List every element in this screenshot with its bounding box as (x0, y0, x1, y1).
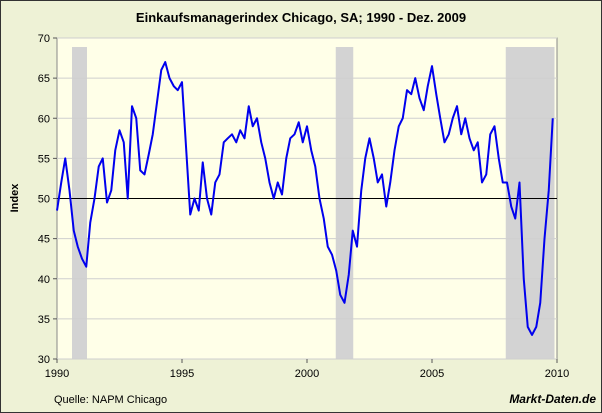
recession-band (505, 47, 555, 359)
x-tick-label: 2000 (295, 368, 319, 380)
y-tick-label: 70 (38, 33, 50, 45)
y-tick-label: 65 (38, 73, 50, 85)
x-tick-label: 1995 (170, 368, 194, 380)
y-tick-label: 30 (38, 354, 50, 366)
y-tick-label: 55 (38, 153, 50, 165)
y-tick-label: 50 (38, 194, 50, 206)
chart-title: Einkaufsmanagerindex Chicago, SA; 1990 -… (136, 10, 466, 25)
y-tick-label: 45 (38, 234, 50, 246)
brand: Markt-Daten.de (509, 392, 596, 406)
recession-band (72, 47, 87, 359)
source: Quelle: NAPM Chicago (54, 394, 167, 406)
y-tick-label: 35 (38, 314, 50, 326)
recession-band (335, 47, 354, 359)
y-tick-label: 60 (38, 113, 50, 125)
x-tick-label: 1990 (45, 368, 69, 380)
x-tick-label: 2010 (545, 368, 569, 380)
y-axis-label: Index (9, 183, 21, 213)
x-tick-label: 2005 (420, 368, 444, 380)
y-tick-label: 40 (38, 274, 50, 286)
data-line (56, 61, 554, 336)
